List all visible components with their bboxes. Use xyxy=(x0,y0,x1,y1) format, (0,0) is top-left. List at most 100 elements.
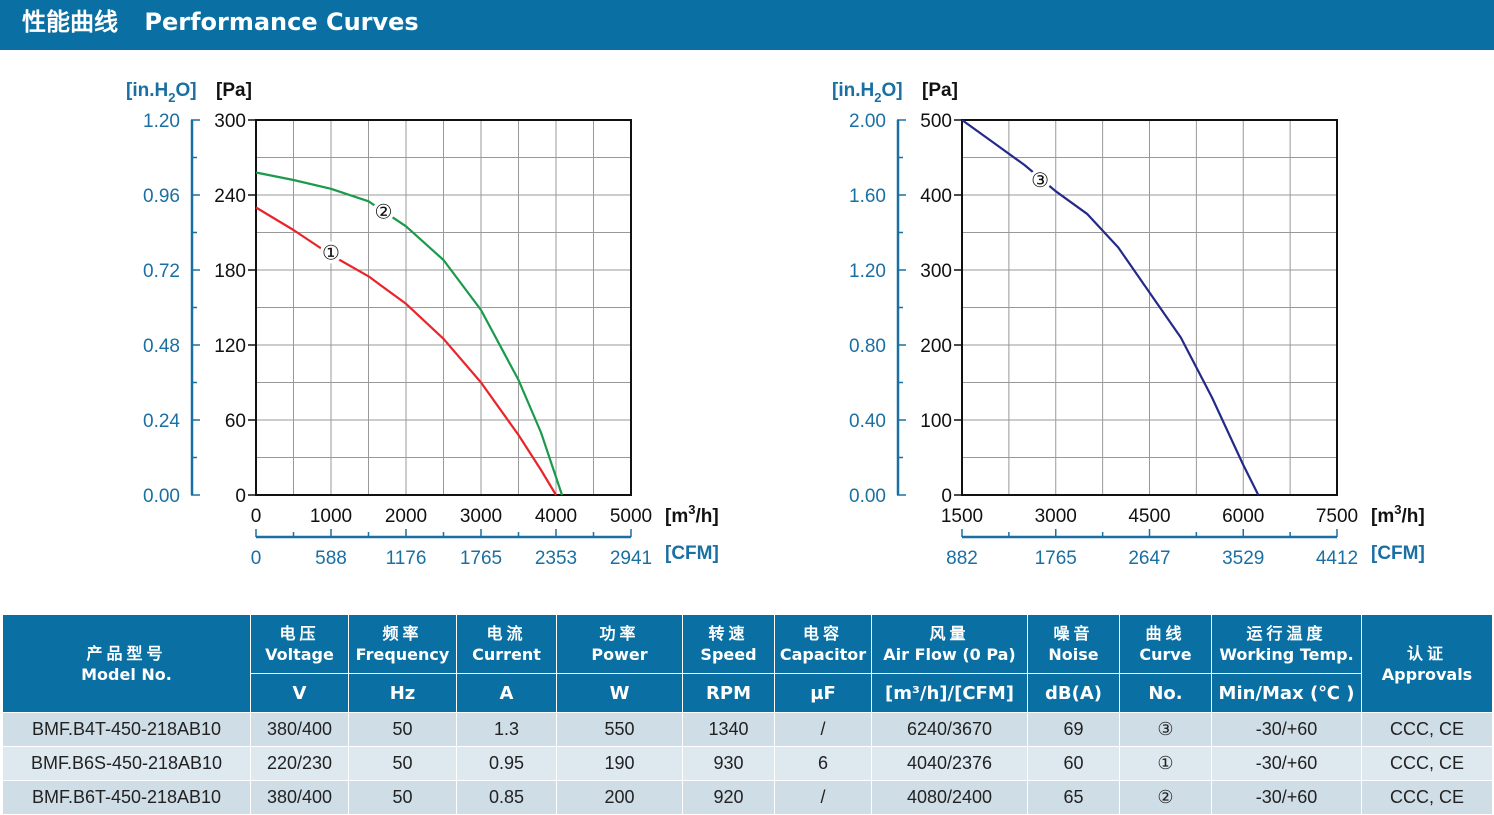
plot-frame xyxy=(255,119,632,496)
x-tick-label: 6000 xyxy=(1222,506,1264,527)
table-cell: 380/400 xyxy=(250,712,349,747)
curve-label-bg xyxy=(320,241,342,264)
column-header: 频率 Frequency xyxy=(348,614,457,674)
column-unit: V xyxy=(250,673,349,713)
column-header: 产品型号 Model No. xyxy=(2,614,251,713)
y-tick-label: 180 xyxy=(214,261,246,282)
column-header-en: Power xyxy=(591,645,648,664)
column-header-zh: 运行温度 xyxy=(1246,624,1327,643)
column-unit: W xyxy=(556,673,683,713)
x-tick-label: 0 xyxy=(251,506,262,527)
y-unit-label: [Pa] xyxy=(922,80,958,101)
table-row: BMF.B6T-450-218AB10 380/400 50 0.85 200 920/4… xyxy=(2,780,1493,815)
x-tick-label: 4000 xyxy=(535,506,577,527)
table-cell: CCC, CE xyxy=(1361,780,1493,815)
table-cell: 65 xyxy=(1027,780,1120,815)
column-header-en: Capacitor xyxy=(779,645,867,664)
x-tick-label: 7500 xyxy=(1316,506,1358,527)
column-header-en: Voltage xyxy=(265,645,334,664)
table-cell: 380/400 xyxy=(250,780,349,815)
table-cell: 220/230 xyxy=(250,746,349,781)
table-cell: 6 xyxy=(774,746,872,781)
y-tick-label: 0 xyxy=(235,486,246,507)
column-header: 认证 Approvals xyxy=(1361,614,1493,713)
table-cell: -30/+60 xyxy=(1211,712,1362,747)
column-header-en: Model No. xyxy=(81,664,172,684)
column-header: 曲线 Curve xyxy=(1119,614,1212,674)
curve-label-bg xyxy=(1029,169,1052,191)
table-cell: BMF.B4T-450-218AB10 xyxy=(2,712,251,747)
y-tick-label: 0 xyxy=(941,486,952,507)
y-tick-label: 300 xyxy=(214,111,246,132)
column-header-zh: 风量 xyxy=(929,624,970,643)
table-cell: 200 xyxy=(556,780,683,815)
y-tick-label: 120 xyxy=(214,336,246,357)
page-header: 性能曲线 Performance Curves xyxy=(0,0,1494,50)
column-unit: A xyxy=(456,673,557,713)
y-tick-label: 300 xyxy=(920,261,952,282)
performance-chart-right: 0 100 200 300 400 500 1500 3000 4500 6000 7500 [m3/… xyxy=(832,80,1425,569)
x-tick-label: 5000 xyxy=(610,506,652,527)
table-cell: 4040/2376 xyxy=(871,746,1028,781)
y-tick-label: 240 xyxy=(214,186,246,207)
table-cell: 190 xyxy=(556,746,683,781)
table-cell: 50 xyxy=(348,780,457,815)
column-header-en: Current xyxy=(472,645,541,664)
column-header-en: Air Flow (0 Pa) xyxy=(883,645,1016,664)
table-cell: 4080/2400 xyxy=(871,780,1028,815)
curve-series xyxy=(961,119,1260,496)
x-tick-label: 3000 xyxy=(460,506,502,527)
x2-tick-label: 1765 xyxy=(1035,548,1077,569)
y2-tick-label: 0.40 xyxy=(849,411,886,432)
table-cell: ② xyxy=(1119,780,1212,815)
table-cell: 6240/3670 xyxy=(871,712,1028,747)
table-row: BMF.B6S-450-218AB10 220/230 50 0.95 190 930 6 4… xyxy=(2,746,1493,781)
column-header: 转速 Speed xyxy=(682,614,775,674)
table-cell: 0.95 xyxy=(456,746,557,781)
curve-label: ① xyxy=(322,243,340,265)
y-tick-label: 400 xyxy=(920,186,952,207)
table-cell: 69 xyxy=(1027,712,1120,747)
table-cell: ③ xyxy=(1119,712,1212,747)
column-header-zh: 认证 xyxy=(1406,643,1447,663)
table-cell: 50 xyxy=(348,712,457,747)
table-cell: -30/+60 xyxy=(1211,780,1362,815)
column-header: 电压 Voltage xyxy=(250,614,349,674)
column-header: 噪音 Noise xyxy=(1027,614,1120,674)
y-tick-label: 500 xyxy=(920,111,952,132)
x2-tick-label: 0 xyxy=(251,548,262,569)
y2-unit-label: [in.H2O] xyxy=(832,80,903,105)
y2-tick-label: 0.24 xyxy=(143,411,180,432)
column-header-zh: 转速 xyxy=(708,624,749,643)
table-cell: CCC, CE xyxy=(1361,712,1493,747)
column-header: 运行温度 Working Temp. xyxy=(1211,614,1362,674)
column-unit: Hz xyxy=(348,673,457,713)
x-tick-label: 4500 xyxy=(1128,506,1170,527)
table-cell: 1340 xyxy=(682,712,775,747)
table-cell: 50 xyxy=(348,746,457,781)
x2-tick-label: 2647 xyxy=(1128,548,1170,569)
column-unit: No. xyxy=(1119,673,1212,713)
column-unit: µF xyxy=(774,673,872,713)
table-cell: BMF.B6T-450-218AB10 xyxy=(2,780,251,815)
table-cell: CCC, CE xyxy=(1361,746,1493,781)
column-header-zh: 电流 xyxy=(486,624,527,643)
column-header-en: Working Temp. xyxy=(1219,645,1354,664)
column-header-zh: 噪音 xyxy=(1053,624,1094,643)
y2-tick-label: 0.96 xyxy=(143,186,180,207)
y2-tick-label: 0.72 xyxy=(143,261,180,282)
y2-tick-label: 0.00 xyxy=(143,486,180,507)
column-header-zh: 电压 xyxy=(279,624,320,643)
x-tick-label: 1500 xyxy=(941,506,983,527)
y2-unit-label: [in.H2O] xyxy=(126,80,197,105)
column-header-zh: 功率 xyxy=(599,624,640,643)
y-tick-label: 100 xyxy=(920,411,952,432)
y-tick-label: 200 xyxy=(920,336,952,357)
column-header: 风量 Air Flow (0 Pa) xyxy=(871,614,1028,674)
column-header: 电容 Capacitor xyxy=(774,614,872,674)
x-tick-label: 1000 xyxy=(310,506,352,527)
x2-tick-label: 1765 xyxy=(460,548,502,569)
y2-tick-label: 2.00 xyxy=(849,111,886,132)
column-header-en: Noise xyxy=(1048,645,1099,664)
